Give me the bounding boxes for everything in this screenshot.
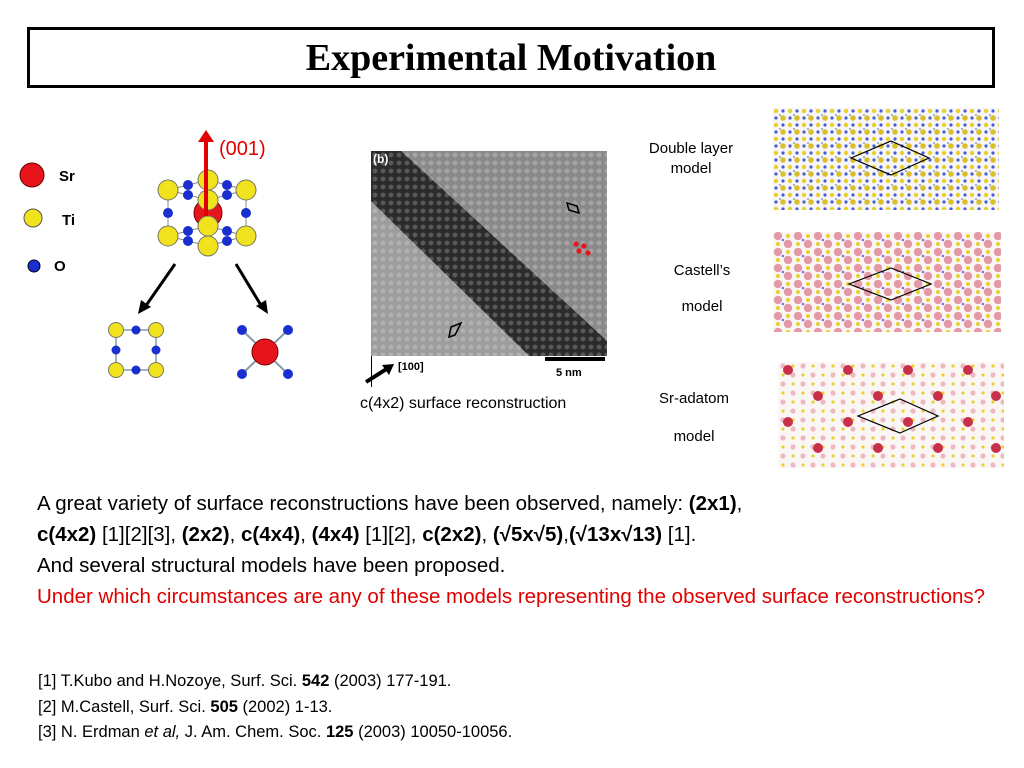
para-bold: (4x4) — [311, 523, 360, 546]
ref-volume: 125 — [325, 723, 354, 741]
research-question: Under which circumstances are any of the… — [37, 585, 986, 608]
legend-sr-label: Sr — [59, 168, 75, 185]
legend-ti-label: Ti — [62, 212, 76, 229]
ref-text: (2002) 1-13. — [237, 697, 333, 716]
tio2-plane-diagram — [108, 322, 164, 378]
para-bold: (√5x√5) — [492, 523, 564, 546]
para-line-2: c(4x2) [1][2][3], (2x2), c(4x4), (4x4) [… — [37, 519, 997, 550]
model-label-line: model — [670, 160, 712, 177]
scale-label: 5 nm — [556, 367, 582, 379]
model-label-line: Sr-adatom — [658, 390, 730, 407]
stm-caption-bar — [372, 356, 608, 388]
model-label-line: Castell’s — [673, 262, 731, 279]
stm-image: (b) — [371, 151, 607, 387]
sro-plane-diagram — [237, 325, 293, 379]
title-box: Experimental Motivation — [27, 27, 995, 88]
model-label-line: model — [681, 298, 723, 315]
ref-text: [2] M.Castell, Surf. Sci. — [38, 697, 211, 716]
para-line-3: And several structural models have been … — [37, 554, 506, 577]
para-text: , — [481, 523, 493, 546]
page-title: Experimental Motivation — [305, 36, 717, 79]
stm-caption: c(4x2) surface reconstruction — [360, 395, 567, 412]
reference-item: [2] M.Castell, Surf. Sci. 505 (2002) 1-1… — [38, 695, 512, 721]
axis-001-arrow — [198, 130, 214, 216]
para-bold: c(4x4) — [241, 523, 301, 546]
ref-text: [1] T.Kubo and H.Nozoye, Surf. Sci. — [38, 672, 302, 690]
stm-panel-label: (b) — [373, 152, 388, 166]
para-bold: c(4x2) — [37, 523, 97, 546]
para-text: , — [229, 523, 241, 546]
body-paragraph: A great variety of surface reconstructio… — [37, 488, 997, 612]
para-text: [1]. — [662, 523, 697, 546]
para-text: A great variety of surface reconstructio… — [37, 492, 689, 515]
ref-text: [3] N. Erdman — [38, 723, 145, 741]
model-label-double-layer: Double layer model — [621, 137, 761, 181]
ref-text: J. Am. Chem. Soc. — [180, 723, 326, 741]
legend-o-icon — [27, 259, 41, 273]
ref-text: (2003) 10050-10056. — [353, 723, 513, 741]
para-bold: (√13x√13) — [568, 523, 663, 546]
para-text: , — [300, 523, 312, 546]
model-label-line: Double layer — [648, 140, 734, 157]
para-text: [1][2][3], — [96, 523, 182, 546]
para-bold: c(2x2) — [422, 523, 482, 546]
references-list: [1] T.Kubo and H.Nozoye, Surf. Sci. 542 … — [38, 669, 512, 746]
direction-label: [100] — [398, 361, 424, 373]
arrow-right-icon — [234, 263, 268, 314]
legend-sr-icon — [19, 162, 45, 188]
para-bold: (2x1) — [688, 492, 737, 515]
para-text: , — [736, 492, 743, 515]
legend-ti-icon — [23, 208, 43, 228]
model-label-line: model — [673, 428, 715, 445]
axis-001-label: (001) — [219, 138, 266, 160]
para-text: , — [563, 523, 569, 546]
sr-adatom-model-image — [778, 362, 1004, 468]
arrow-left-icon — [138, 263, 177, 314]
legend-o-label: O — [54, 258, 66, 275]
direction-arrow-icon — [364, 364, 394, 384]
ref-volume: 505 — [210, 697, 238, 716]
model-label-sr-adatom: Sr-adatom model — [634, 380, 754, 456]
ref-italic: et al, — [144, 723, 181, 741]
double-layer-model-image — [773, 108, 999, 210]
para-line-1: A great variety of surface reconstructio… — [37, 488, 997, 519]
para-text: [1][2], — [359, 523, 423, 546]
scale-bar — [545, 357, 605, 361]
reference-item: [1] T.Kubo and H.Nozoye, Surf. Sci. 542 … — [38, 669, 512, 695]
model-label-castell: Castell’s model — [642, 253, 762, 325]
castell-model-image — [773, 232, 1001, 332]
para-bold: (2x2) — [181, 523, 230, 546]
ref-volume: 542 — [301, 672, 330, 690]
reference-item: [3] N. Erdman et al, J. Am. Chem. Soc. 1… — [38, 720, 512, 746]
ref-text: (2003) 177-191. — [329, 672, 452, 690]
